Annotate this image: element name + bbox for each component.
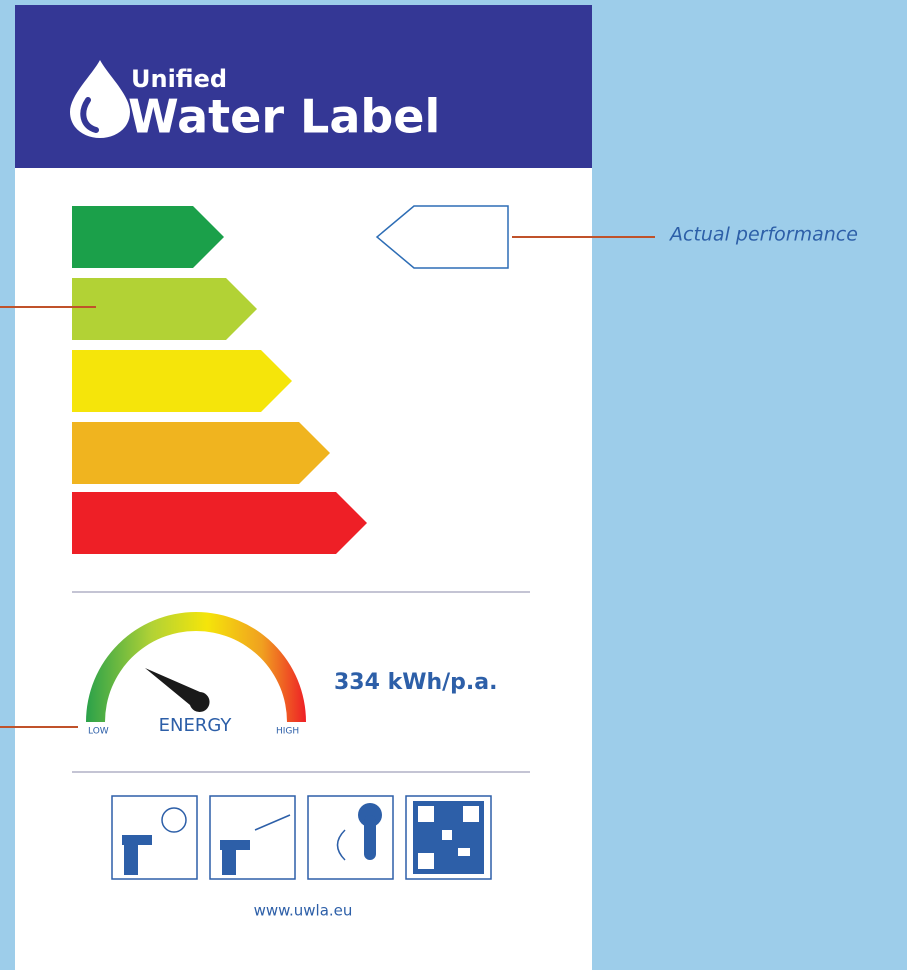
- drop-highlight: [80, 97, 99, 133]
- gauge-low: LOW: [88, 727, 109, 737]
- subtitle: Unified: [131, 65, 227, 93]
- qr-code: [463, 806, 479, 822]
- annotation: Actual performance: [668, 224, 858, 246]
- footer-url: www.uwla.eu: [254, 902, 353, 920]
- tap-icon: [222, 850, 236, 875]
- gauge-label: ENERGY: [159, 715, 233, 736]
- icon-box: [405, 795, 492, 880]
- class-bar: [72, 278, 257, 340]
- thermo-icon: [364, 815, 376, 860]
- spray-icon: [254, 814, 291, 831]
- performance-arrow: [375, 205, 509, 269]
- tap-icon: [122, 835, 152, 845]
- gauge-needle: [145, 668, 210, 712]
- qr-code: [458, 848, 470, 856]
- title: Water Label: [128, 90, 440, 144]
- qr-code: [442, 830, 452, 840]
- class-bar: [72, 206, 224, 268]
- icon-box: [209, 795, 296, 880]
- timer-icon: [161, 807, 187, 833]
- qr-code: [418, 853, 434, 869]
- class-bar: [72, 422, 330, 484]
- class-bar: [72, 492, 367, 554]
- gauge-arc: [86, 612, 306, 722]
- icon-shapes: [122, 801, 484, 875]
- icons: [111, 795, 492, 880]
- energy-value: 334 kWh/p.a.: [334, 670, 498, 695]
- temp-arrow: [336, 829, 346, 861]
- qr-code: [418, 806, 434, 822]
- tap-icon: [220, 840, 250, 850]
- gauge-high: HIGH: [276, 727, 299, 737]
- class-bar: [72, 350, 292, 412]
- icon-box: [111, 795, 198, 880]
- icon-box: [307, 795, 394, 880]
- tap-icon: [124, 845, 138, 875]
